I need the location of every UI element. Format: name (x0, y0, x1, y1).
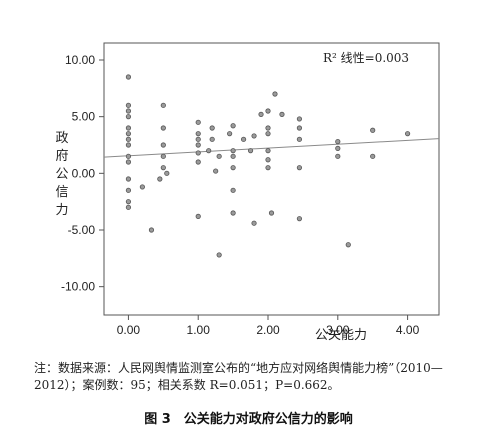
data-point (125, 176, 132, 182)
scatter-chart: 10.00 5.00 0.00 -5.00 -10.00 0.00 1.00 2.00 3.0… (55, 42, 440, 343)
data-point (195, 142, 201, 148)
data-point (125, 125, 132, 131)
data-point (195, 136, 201, 142)
y-tick-label: -5.00 (68, 223, 96, 237)
data-point (230, 123, 236, 129)
data-point (125, 153, 132, 159)
data-point (296, 116, 303, 122)
data-point (370, 153, 376, 159)
x-tick-label: 1.00 (187, 323, 211, 337)
data-point (230, 210, 236, 216)
data-point (195, 131, 201, 137)
data-point (404, 131, 411, 137)
data-point (240, 136, 247, 142)
data-point (160, 165, 166, 171)
x-axis-label: 公关能力 (315, 328, 367, 343)
data-point (195, 213, 201, 219)
data-point (247, 148, 254, 154)
plot-frame (103, 42, 440, 316)
data-point (125, 136, 132, 142)
data-point (265, 108, 271, 114)
data-point (230, 153, 236, 159)
data-point (139, 184, 145, 190)
data-point (206, 148, 212, 154)
x-tick-label: 4.00 (396, 323, 420, 337)
data-point (265, 165, 271, 171)
data-point (268, 210, 275, 216)
figure-note: 注：数据来源：人民网舆情监测室公布的“地方应对网络舆情能力榜”（2010—201… (34, 361, 443, 392)
figure-caption: 图 3 公关能力对政府公信力的影响 (144, 412, 353, 427)
x-tick-label: 3.00 (326, 323, 350, 337)
x-axis: 0.00 1.00 2.00 3.00 4.00 (117, 315, 420, 337)
y-axis-label: 政府公信力 (55, 131, 68, 218)
data-point (125, 199, 132, 205)
data-point (160, 142, 166, 148)
r-squared-annotation: R² 线性=0.003 (323, 51, 409, 65)
data-point (125, 131, 132, 137)
data-point (125, 159, 132, 165)
data-point (296, 165, 303, 171)
data-point (216, 153, 222, 159)
data-point (213, 168, 219, 174)
data-point (279, 111, 285, 118)
data-point (345, 242, 351, 248)
data-point (335, 153, 341, 159)
data-point (335, 139, 341, 145)
data-point (195, 159, 201, 165)
data-point (125, 142, 132, 148)
data-point (157, 176, 163, 182)
data-point (160, 102, 166, 108)
x-tick-label: 2.00 (256, 323, 280, 337)
data-point (125, 114, 132, 120)
y-tick-label: 5.00 (72, 110, 96, 124)
y-tick-label: -10.00 (61, 280, 95, 294)
x-tick-label: 0.00 (117, 323, 141, 337)
data-point (125, 108, 132, 114)
data-point (335, 145, 341, 151)
data-point (296, 216, 303, 222)
data-point (272, 91, 278, 97)
data-point (265, 157, 271, 163)
data-point (160, 153, 166, 159)
data-points (125, 74, 411, 258)
y-tick-label: 0.00 (72, 166, 96, 180)
data-point (125, 187, 132, 193)
data-point (195, 150, 201, 156)
data-point (296, 125, 303, 131)
data-point (160, 125, 166, 131)
fit-line (103, 138, 440, 158)
data-point (258, 111, 264, 118)
data-point (216, 252, 222, 258)
data-point (227, 131, 233, 137)
data-point (209, 136, 215, 142)
data-point (265, 148, 271, 154)
data-point (230, 187, 236, 193)
data-point (265, 131, 271, 137)
data-point (265, 125, 271, 131)
data-point (125, 74, 132, 80)
data-point (296, 136, 303, 142)
data-point (209, 125, 215, 131)
y-axis: 10.00 5.00 0.00 -5.00 -10.00 (61, 53, 104, 294)
data-point (251, 220, 257, 226)
data-point (230, 148, 236, 154)
data-point (370, 127, 376, 133)
data-point (251, 133, 257, 139)
data-point (164, 170, 170, 176)
data-point (125, 102, 132, 108)
data-point (195, 119, 201, 125)
data-point (148, 227, 155, 233)
data-point (230, 165, 236, 171)
y-tick-label: 10.00 (65, 53, 95, 67)
data-point (125, 204, 132, 210)
